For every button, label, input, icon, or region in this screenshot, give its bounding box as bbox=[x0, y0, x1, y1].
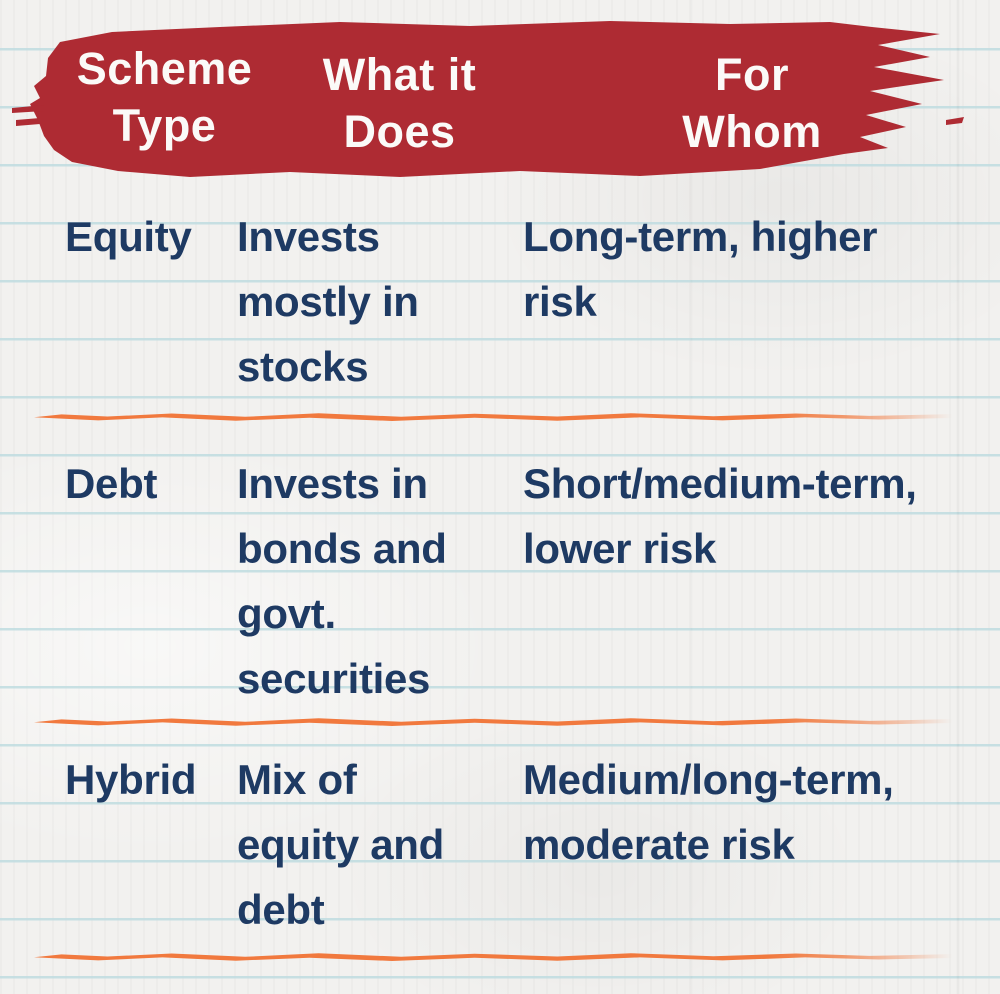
table-row-hybrid: Hybrid Mix of equity and debt Medium/lon… bbox=[65, 747, 970, 942]
row-divider-brush-line bbox=[34, 413, 952, 421]
cell-scheme-type: Hybrid bbox=[65, 756, 197, 803]
row-divider-brush-line bbox=[34, 718, 952, 726]
paper-crease bbox=[690, 0, 693, 994]
paper-crease bbox=[956, 0, 960, 994]
table-row-equity: Equity Invests mostly in stocks Long-ter… bbox=[65, 204, 970, 399]
header-col-scheme-type: Scheme Type bbox=[76, 43, 253, 151]
header-col-what-it-does: What it Does bbox=[322, 49, 477, 157]
header-brush-stroke bbox=[12, 21, 964, 177]
cell-for-whom: Short/medium-term, lower risk bbox=[523, 460, 917, 572]
cell-what-it-does: Invests in bonds and govt. securities bbox=[237, 460, 447, 702]
cell-what-it-does: Invests mostly in stocks bbox=[237, 213, 419, 390]
row-divider-brush-line bbox=[34, 953, 952, 961]
cell-what-it-does: Mix of equity and debt bbox=[237, 756, 445, 933]
cell-for-whom: Long-term, higher risk bbox=[523, 213, 878, 325]
table-row-debt: Debt Invests in bonds and govt. securiti… bbox=[65, 451, 970, 711]
cell-for-whom: Medium/long-term, moderate risk bbox=[523, 756, 894, 868]
cell-scheme-type: Debt bbox=[65, 460, 158, 507]
brush-stroke-shape bbox=[30, 21, 944, 177]
header-col-for-whom: For Whom bbox=[682, 49, 822, 157]
cell-scheme-type: Equity bbox=[65, 213, 192, 260]
